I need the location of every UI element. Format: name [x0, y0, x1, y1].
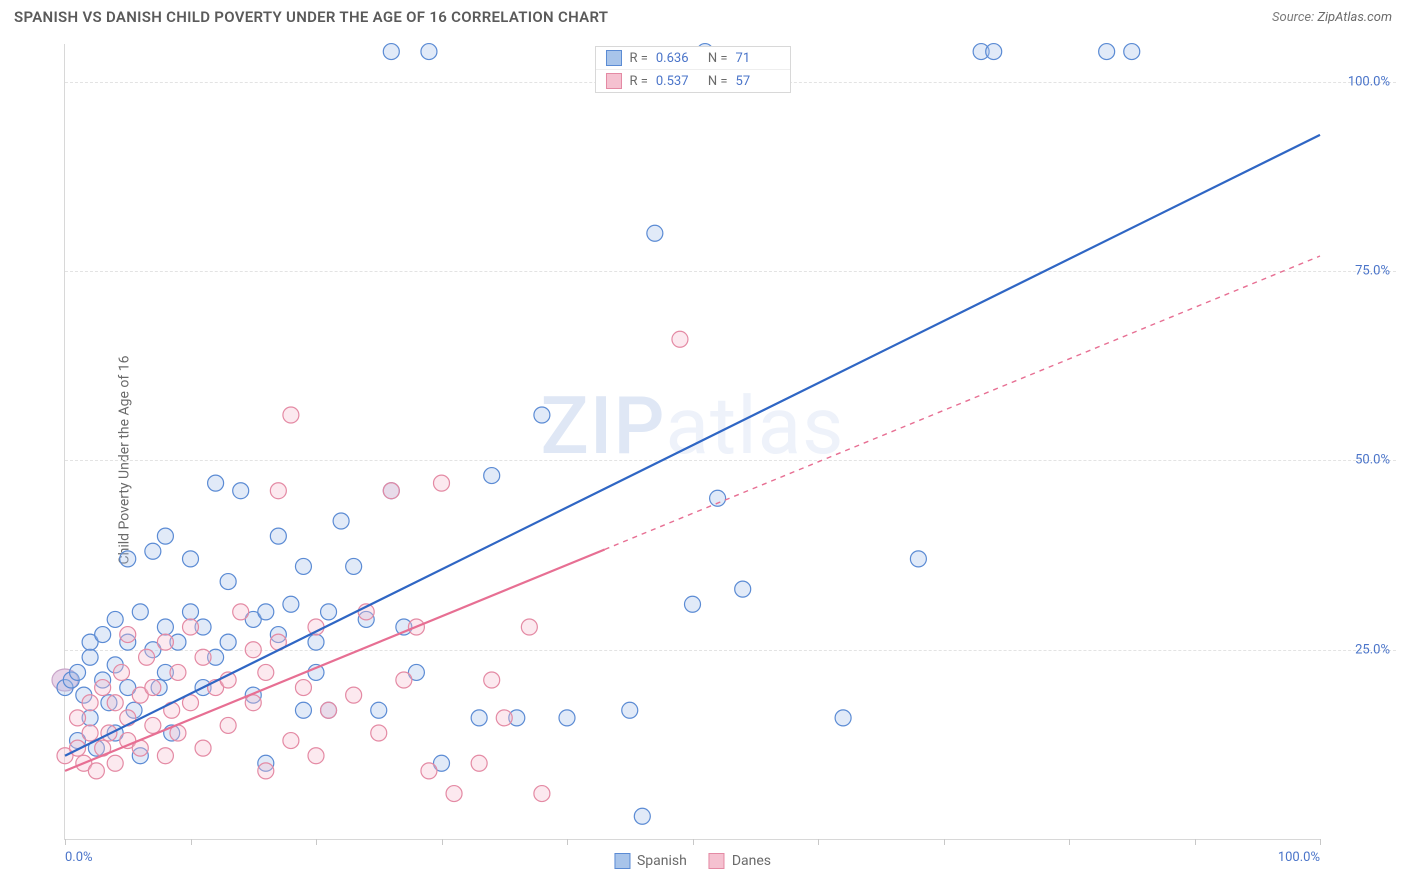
x-tick-label: 0.0%: [65, 850, 93, 865]
legend-item-spanish: Spanish: [614, 853, 687, 869]
x-tick: [1195, 839, 1196, 845]
legend-label-danes: Danes: [732, 853, 771, 869]
y-tick-label: 75.0%: [1355, 264, 1390, 279]
trend-danes: [65, 549, 605, 770]
y-tick-label: 50.0%: [1355, 453, 1390, 468]
n-label: N =: [706, 51, 730, 66]
source-link[interactable]: ZipAtlas.com: [1317, 10, 1392, 25]
source-prefix: Source:: [1272, 10, 1317, 25]
plot-area: ZIPatlas R = 0.636 N = 71 R = 0.537 N = …: [64, 44, 1320, 840]
x-tick: [818, 839, 819, 845]
series-legend: Spanish Danes: [614, 853, 771, 869]
stats-row-spanish: R = 0.636 N = 71: [595, 47, 789, 69]
x-tick: [316, 839, 317, 845]
x-tick: [1069, 839, 1070, 845]
n-value-spanish: 71: [736, 51, 780, 66]
r-value-danes: 0.537: [656, 74, 700, 89]
swatch-danes-icon: [605, 73, 621, 89]
y-tick-label: 100.0%: [1348, 74, 1390, 89]
x-tick: [191, 839, 192, 845]
legend-item-danes: Danes: [709, 853, 771, 869]
trend-lines-layer: [65, 44, 1320, 839]
trend-danes-dashed: [605, 256, 1320, 549]
r-label: R =: [627, 51, 649, 66]
x-tick-label: 100.0%: [1278, 850, 1320, 865]
swatch-danes-icon: [709, 853, 725, 869]
stats-legend: R = 0.636 N = 71 R = 0.537 N = 57: [594, 46, 790, 93]
r-label: R =: [627, 74, 649, 89]
x-tick: [944, 839, 945, 845]
x-tick: [65, 839, 66, 845]
swatch-spanish-icon: [614, 853, 630, 869]
source-attribution: Source: ZipAtlas.com: [1272, 10, 1392, 25]
stats-row-danes: R = 0.537 N = 57: [595, 69, 789, 92]
r-value-spanish: 0.636: [656, 51, 700, 66]
x-tick: [693, 839, 694, 845]
n-value-danes: 57: [736, 74, 780, 89]
trend-spanish: [65, 135, 1320, 756]
x-tick: [567, 839, 568, 845]
x-tick: [1320, 839, 1321, 845]
legend-label-spanish: Spanish: [637, 853, 687, 869]
n-label: N =: [706, 74, 730, 89]
swatch-spanish-icon: [605, 50, 621, 66]
chart-container: Child Poverty Under the Age of 16 ZIPatl…: [30, 40, 1396, 880]
x-tick: [442, 839, 443, 845]
y-tick-label: 25.0%: [1355, 642, 1390, 657]
chart-title: SPANISH VS DANISH CHILD POVERTY UNDER TH…: [14, 8, 608, 26]
